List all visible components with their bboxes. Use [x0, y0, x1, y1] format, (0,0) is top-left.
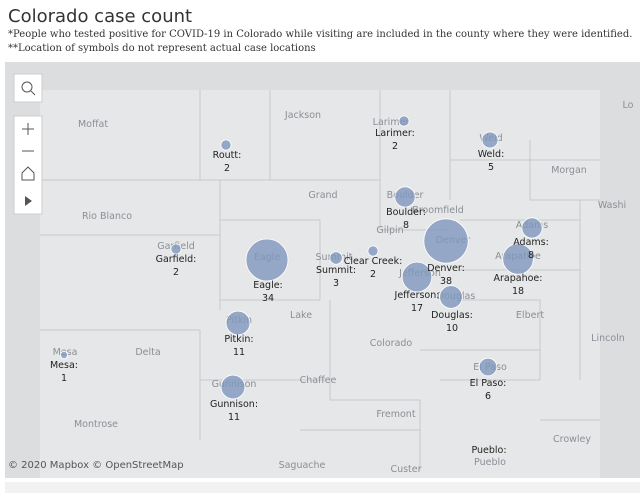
- case-count: 34: [262, 293, 274, 304]
- place-label: Chaffee: [300, 375, 337, 386]
- case-count: 8: [403, 220, 409, 231]
- case-bubble: [401, 261, 433, 293]
- case-count: 6: [485, 391, 491, 402]
- case-count: 38: [440, 276, 452, 287]
- county-label: Gunnison:: [210, 399, 258, 410]
- case-bubble: [225, 310, 251, 336]
- county-borders: [40, 90, 600, 470]
- title: Colorado case count: [8, 6, 192, 27]
- county-label: Denver:: [427, 263, 465, 274]
- case-bubble: [220, 139, 232, 151]
- case-bubble: [220, 374, 246, 400]
- case-bubble: [398, 115, 410, 127]
- case-count: 3: [333, 278, 339, 289]
- place-label: Lincoln: [591, 333, 625, 344]
- zoom-controls: [13, 73, 43, 215]
- attribution: © 2020 Mapbox © OpenStreetMap: [8, 460, 184, 471]
- county-label: Clear Creek:: [344, 256, 403, 267]
- county-label: Arapahoe:: [494, 273, 543, 284]
- place-label: Grand: [308, 190, 337, 201]
- case-bubble: [481, 131, 499, 149]
- pan-button[interactable]: [25, 196, 32, 206]
- case-count: 10: [446, 323, 458, 334]
- next-section: [5, 482, 640, 493]
- place-label: Elbert: [516, 310, 544, 321]
- county-label: Mesa:: [50, 360, 78, 371]
- case-count: 8: [528, 250, 534, 261]
- place-label: Custer: [390, 464, 421, 475]
- county-label: Routt:: [213, 150, 242, 161]
- county-label: Boulder:: [386, 207, 426, 218]
- home-button[interactable]: [21, 166, 35, 181]
- place-label: Lake: [290, 310, 312, 321]
- case-count: 2: [173, 267, 179, 278]
- county-label: Pueblo:: [471, 445, 506, 456]
- case-bubble: [502, 243, 534, 275]
- case-bubble: [329, 251, 343, 265]
- place-label: Jackson: [284, 110, 321, 121]
- place-label: Rio Blanco: [82, 211, 132, 222]
- note: *People who tested positive for COVID-19…: [8, 29, 632, 40]
- place-label: Colorado: [370, 338, 413, 349]
- case-bubble: [170, 243, 182, 255]
- place-label: Delta: [135, 347, 160, 358]
- case-count: 2: [370, 269, 376, 280]
- county-label: Summit:: [316, 265, 356, 276]
- note: **Location of symbols do not represent a…: [8, 43, 316, 54]
- place-label: Broomfield: [412, 205, 464, 216]
- county-label: Pitkin:: [224, 334, 253, 345]
- search-icon: [30, 90, 36, 96]
- case-bubble: [521, 217, 543, 239]
- place-label: Crowley: [553, 434, 591, 445]
- place-label: Pueblo: [474, 457, 506, 468]
- case-bubble: [478, 357, 498, 377]
- case-bubble: [60, 350, 69, 359]
- county-label: Larimer:: [375, 128, 415, 139]
- case-bubble: [245, 238, 289, 282]
- case-bubble: [439, 285, 463, 309]
- case-count: 5: [488, 162, 494, 173]
- county-label: Jefferson:: [394, 290, 440, 301]
- county-label: Garfield:: [156, 254, 197, 265]
- place-label: Moffat: [78, 119, 108, 130]
- case-bubble: [394, 186, 416, 208]
- county-label: Douglas:: [431, 310, 473, 321]
- place-label: Fremont: [376, 409, 415, 420]
- place-label: Montrose: [74, 419, 118, 430]
- case-count: 11: [233, 347, 245, 358]
- case-count: 11: [228, 412, 240, 423]
- place-label: Washi: [598, 200, 626, 211]
- case-count: 17: [411, 303, 423, 314]
- county-label: Adams:: [513, 237, 549, 248]
- county-label: El Paso:: [470, 378, 507, 389]
- case-count: 2: [224, 163, 230, 174]
- search-button[interactable]: [13, 73, 43, 103]
- case-count: 2: [392, 141, 398, 152]
- place-label: Lo: [623, 100, 634, 111]
- place-label: Morgan: [551, 165, 587, 176]
- case-bubble: [367, 245, 379, 257]
- county-label: Eagle:: [253, 280, 283, 291]
- place-label: Larimer: [373, 117, 410, 128]
- case-count: 18: [512, 286, 524, 297]
- zoom-in[interactable]: [22, 123, 34, 135]
- place-label: Gilpin: [376, 225, 403, 236]
- case-bubble: [423, 218, 469, 264]
- county-label: Weld:: [478, 149, 505, 160]
- place-label: Saguache: [279, 460, 326, 471]
- search-icon: [21, 81, 33, 93]
- case-count: 1: [61, 373, 67, 384]
